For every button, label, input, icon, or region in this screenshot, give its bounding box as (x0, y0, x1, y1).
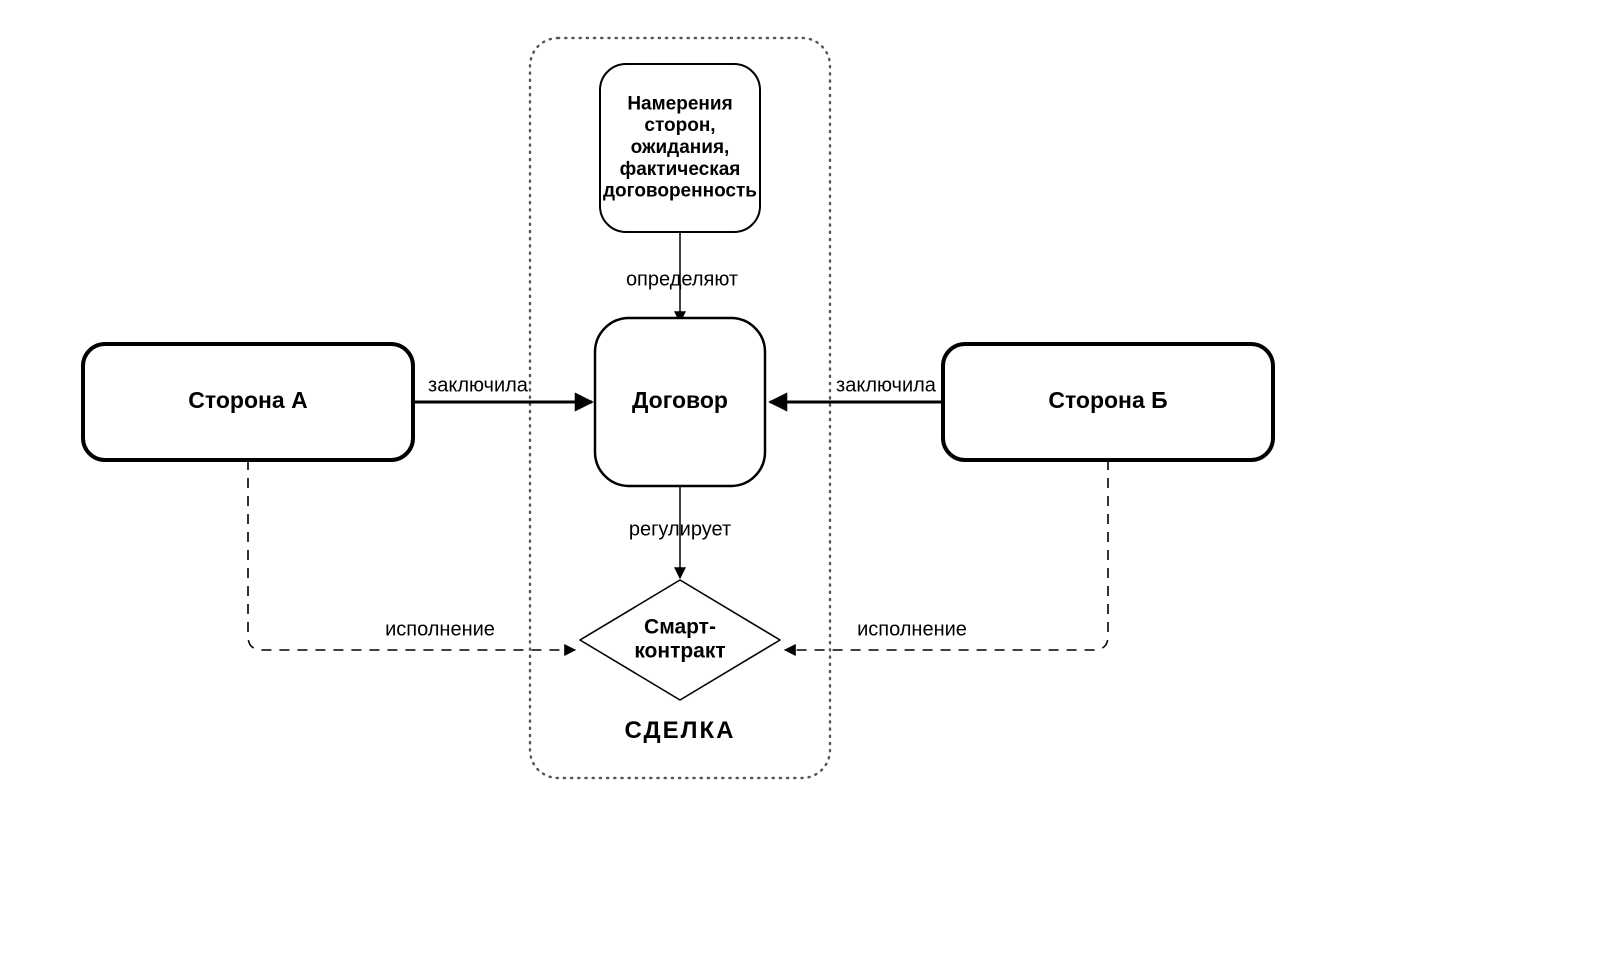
node-label-smart-0: Смарт- (644, 615, 716, 638)
flowchart-canvas: определяют заключила заключила регулирует ис… (0, 0, 1600, 954)
node-label-smart-1: контракт (634, 640, 725, 663)
edge-label-define: определяют (626, 268, 738, 290)
edge-label-exec_b: исполнение (857, 618, 967, 640)
node-label-intentions-3: фактическая (620, 159, 741, 180)
node-label-contract-0: Договор (632, 387, 728, 413)
node-label-party_b-0: Сторона Б (1048, 387, 1167, 413)
edge-label-exec_a: исполнение (385, 618, 495, 640)
edge-label-b_concludes: заключила (836, 374, 937, 396)
node-label-intentions-4: договоренность (603, 181, 757, 202)
node-label-intentions-2: ожидания, (631, 137, 730, 158)
deal-group-label: СДЕЛКА (625, 717, 736, 744)
node-label-party_a-0: Сторона А (188, 387, 307, 413)
node-label-intentions-0: Намерения (627, 93, 732, 114)
node-label-intentions-1: сторон, (644, 115, 715, 136)
edge-label-a_concludes: заключила (428, 374, 529, 396)
edge-label-regulates: регулирует (629, 518, 731, 540)
